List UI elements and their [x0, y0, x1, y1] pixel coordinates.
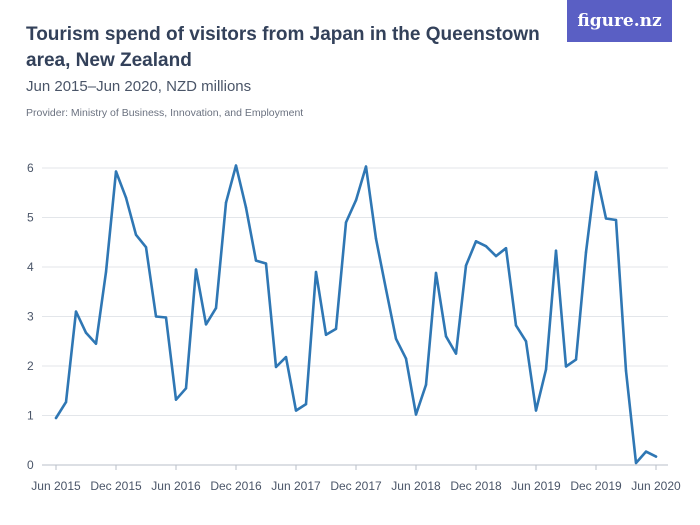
data-point — [134, 233, 138, 237]
data-provider: Provider: Ministry of Business, Innovati… — [26, 107, 304, 119]
data-point — [504, 246, 508, 250]
data-point — [114, 170, 118, 173]
data-point — [344, 221, 348, 224]
data-point — [464, 264, 468, 267]
data-point — [364, 165, 368, 168]
x-tick-label: Dec 2018 — [450, 479, 502, 493]
data-point — [94, 342, 98, 345]
chart-title: Tourism spend of visitors from Japan in … — [26, 24, 540, 71]
data-point — [644, 450, 648, 453]
data-point — [434, 271, 438, 275]
series-layer — [54, 164, 658, 465]
data-point — [264, 262, 268, 265]
chart-subtitle: Jun 2015–Jun 2020, NZD millions — [26, 78, 252, 95]
y-tick-label: 1 — [27, 409, 34, 423]
data-point — [204, 323, 208, 326]
x-tick-label: Jun 2019 — [511, 479, 561, 493]
data-point — [564, 365, 568, 368]
data-point — [104, 270, 108, 274]
data-point — [374, 237, 378, 240]
x-tick-label: Jun 2017 — [271, 479, 321, 493]
data-point — [124, 196, 128, 199]
x-tick-label: Dec 2019 — [570, 479, 622, 493]
data-point — [54, 416, 58, 420]
x-tick-label: Jun 2016 — [151, 479, 201, 493]
data-point — [654, 455, 658, 458]
x-tick-label: Dec 2015 — [90, 479, 142, 493]
data-point — [144, 246, 148, 249]
data-point — [454, 352, 458, 355]
series-line — [54, 164, 658, 465]
data-point — [474, 240, 478, 243]
data-point — [354, 198, 358, 202]
x-tick-label: Dec 2016 — [210, 479, 262, 493]
x-tick-label: Jun 2015 — [31, 479, 81, 493]
data-point — [84, 331, 88, 335]
data-point — [594, 170, 598, 174]
data-point — [494, 254, 498, 258]
data-point — [234, 164, 238, 167]
data-point — [164, 316, 168, 319]
data-point — [174, 398, 178, 401]
data-point — [574, 358, 578, 361]
x-axis-ticks: Jun 2015 Dec 2015 Jun 2016 Dec 2016 Jun 2017… — [31, 465, 681, 493]
data-point — [324, 333, 328, 337]
data-point — [444, 335, 448, 338]
data-point — [484, 245, 488, 248]
data-point — [304, 402, 308, 406]
data-point — [154, 315, 158, 318]
data-point — [254, 259, 258, 262]
data-point — [184, 387, 188, 390]
data-point — [414, 413, 418, 416]
y-tick-label: 4 — [27, 260, 34, 274]
gridlines — [42, 167, 668, 466]
data-point — [404, 357, 408, 360]
figure-nz-logo[interactable]: figure.nz — [567, 0, 672, 42]
data-point — [604, 217, 608, 220]
data-point — [314, 270, 318, 274]
data-point — [624, 369, 628, 373]
data-point — [584, 250, 588, 254]
data-point — [284, 355, 288, 359]
y-tick-label: 3 — [27, 310, 34, 324]
y-axis-ticks: 0 1 2 3 4 5 6 — [27, 161, 34, 472]
data-point — [544, 368, 548, 371]
y-tick-label: 2 — [27, 359, 34, 373]
x-tick-label: Jun 2020 — [631, 479, 681, 493]
data-point — [424, 383, 428, 387]
data-point — [614, 218, 618, 222]
data-point — [384, 288, 388, 291]
logo-text: figure.nz — [577, 11, 662, 31]
data-point — [64, 400, 68, 404]
data-point — [74, 310, 78, 313]
y-tick-label: 5 — [27, 211, 34, 225]
data-point — [634, 461, 638, 465]
data-point — [214, 306, 218, 310]
y-tick-label: 6 — [27, 161, 34, 175]
data-point — [194, 268, 198, 271]
data-point — [224, 201, 228, 204]
data-point — [244, 206, 248, 209]
data-point — [514, 324, 518, 327]
data-point — [294, 409, 298, 412]
data-point — [334, 327, 338, 331]
x-tick-label: Dec 2017 — [330, 479, 382, 493]
y-tick-label: 0 — [27, 458, 34, 472]
data-point — [524, 340, 528, 343]
data-point — [394, 337, 398, 340]
data-point — [554, 249, 558, 252]
data-point — [274, 365, 278, 369]
x-tick-label: Jun 2018 — [391, 479, 441, 493]
data-point — [534, 409, 538, 412]
